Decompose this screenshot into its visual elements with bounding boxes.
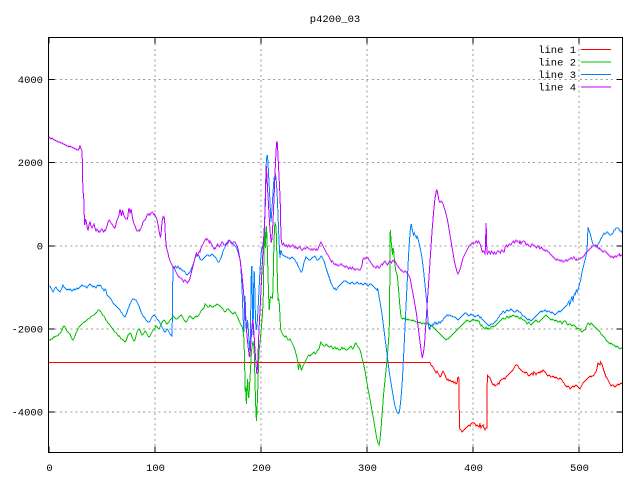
svg-text:line 4: line 4	[538, 83, 576, 95]
svg-text:2000: 2000	[18, 158, 43, 170]
svg-text:line 2: line 2	[538, 58, 576, 70]
svg-text:100: 100	[146, 463, 165, 475]
svg-text:0: 0	[37, 241, 43, 253]
svg-text:0: 0	[46, 463, 52, 475]
svg-text:300: 300	[358, 463, 377, 475]
svg-text:line 3: line 3	[538, 70, 576, 82]
svg-text:-2000: -2000	[11, 324, 43, 336]
svg-text:500: 500	[570, 463, 589, 475]
svg-text:line 1: line 1	[538, 45, 576, 57]
svg-text:200: 200	[252, 463, 271, 475]
svg-text:400: 400	[464, 463, 483, 475]
svg-text:-4000: -4000	[11, 408, 43, 420]
svg-text:p4200_03: p4200_03	[310, 14, 360, 26]
svg-text:4000: 4000	[18, 75, 43, 87]
